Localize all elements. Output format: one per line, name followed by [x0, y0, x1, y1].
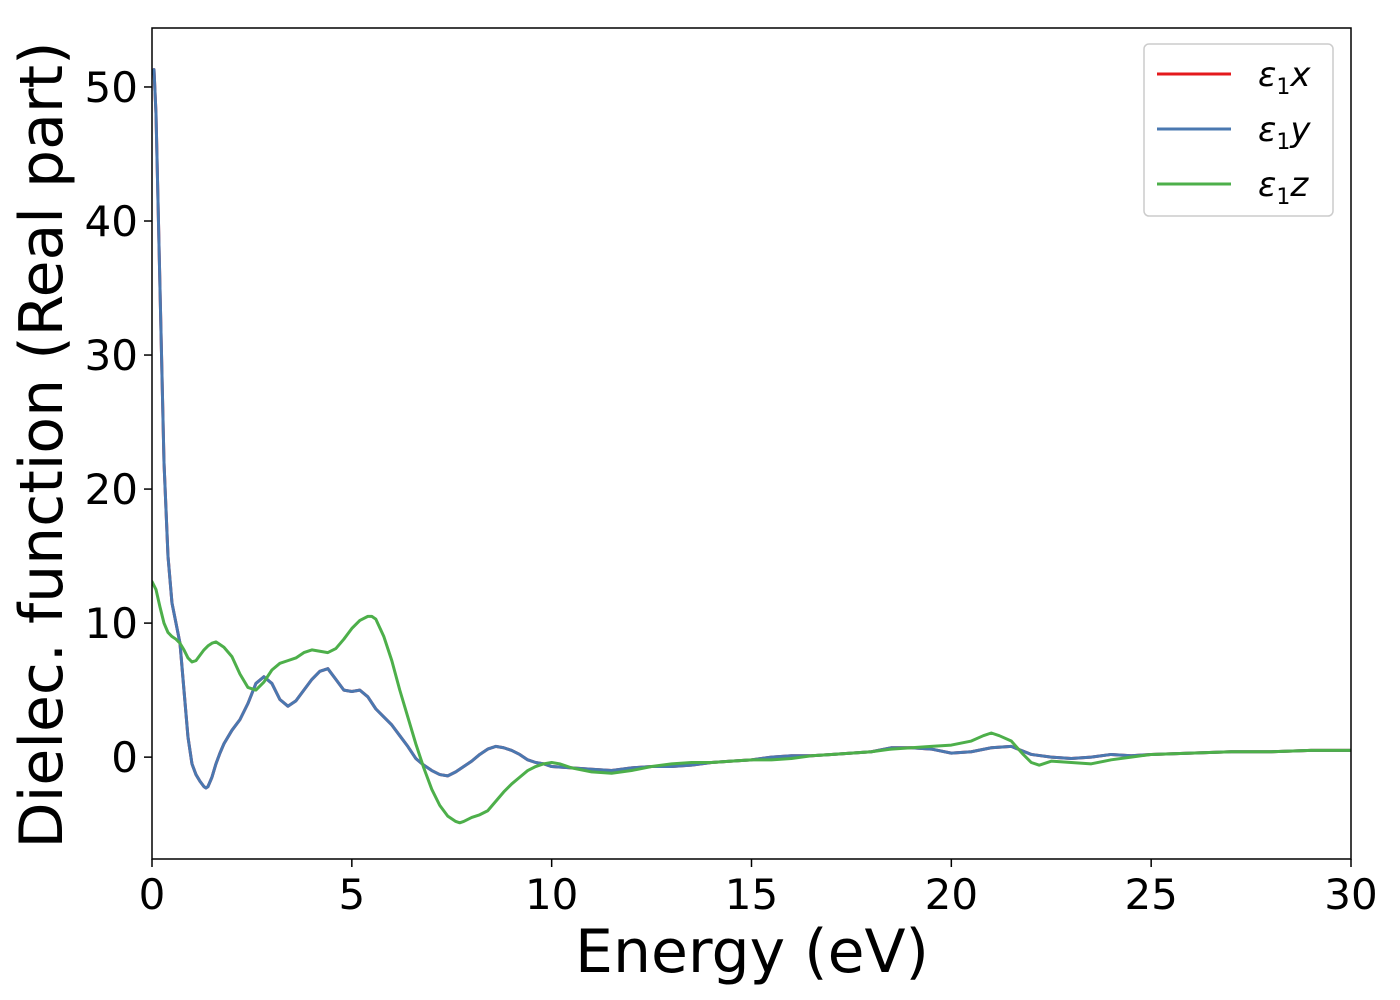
x-axis-label: Energy (eV) — [575, 917, 929, 987]
y-tick-label: 20 — [85, 465, 138, 514]
y-axis-ticks: 0 10 20 30 40 50 — [85, 63, 152, 782]
x-axis-ticks: 0 5 10 15 20 25 30 — [139, 859, 1378, 919]
y-axis-label: Dielec. function (Real part) — [7, 42, 77, 849]
x-tick-label: 25 — [1124, 870, 1177, 919]
legend: ε1x ε1y ε1z — [1143, 43, 1334, 217]
series-line-z — [152, 580, 1351, 825]
x-tick-label: 20 — [925, 870, 978, 919]
y-tick-label: 10 — [85, 599, 138, 648]
y-tick-label: 40 — [85, 197, 138, 246]
legend-box — [1143, 43, 1334, 217]
legend-label-z: ε1z — [1258, 165, 1309, 210]
y-tick-label: 0 — [111, 733, 138, 782]
x-tick-label: 5 — [338, 870, 365, 919]
series-line-y — [152, 68, 1351, 790]
legend-label-y: ε1y — [1258, 110, 1311, 155]
y-tick-label: 50 — [85, 63, 138, 112]
legend-label-x: ε1x — [1258, 55, 1311, 100]
x-tick-label: 10 — [525, 870, 578, 919]
x-tick-label: 15 — [725, 870, 778, 919]
series-group — [152, 68, 1351, 825]
plot-area — [151, 27, 1352, 860]
x-tick-label: 0 — [139, 870, 166, 919]
y-tick-label: 30 — [85, 331, 138, 380]
x-tick-label: 30 — [1324, 870, 1377, 919]
